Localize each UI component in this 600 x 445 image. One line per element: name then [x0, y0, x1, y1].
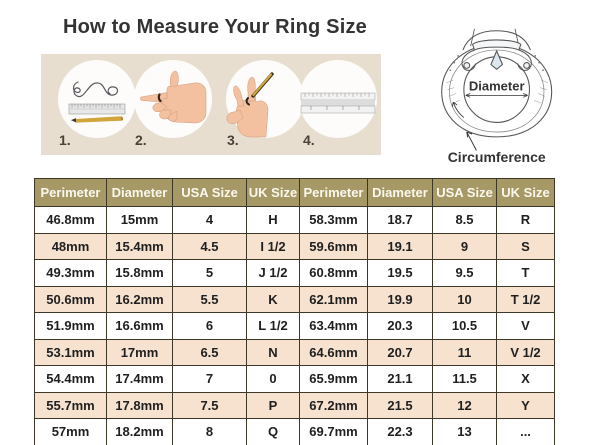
svg-text:Diameter: Diameter — [469, 79, 525, 94]
svg-text:Circumference: Circumference — [448, 149, 546, 165]
